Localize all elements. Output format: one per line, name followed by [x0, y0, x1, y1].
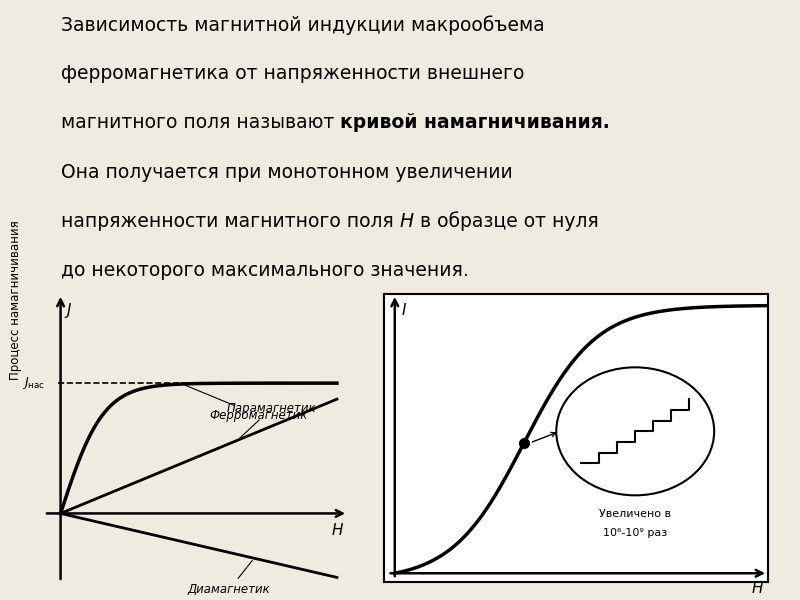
Text: магнитного поля называют: магнитного поля называют [61, 113, 341, 133]
Text: напряженности магнитного поля: напряженности магнитного поля [61, 212, 400, 231]
Text: ферромагнетика от напряженности внешнего: ферромагнетика от напряженности внешнего [61, 64, 525, 83]
Text: Зависимость магнитной индукции макрообъема: Зависимость магнитной индукции макрообъе… [61, 15, 545, 35]
Text: Ферромагнетик: Ферромагнетик [185, 385, 308, 422]
Text: до некоторого максимального значения.: до некоторого максимального значения. [61, 261, 469, 280]
Text: H: H [331, 523, 342, 538]
Text: I: I [401, 303, 406, 318]
Text: кривой намагничивания.: кривой намагничивания. [341, 113, 610, 133]
Text: H: H [751, 581, 763, 596]
Text: H: H [400, 212, 414, 231]
Text: $J_\mathregular{нас}$: $J_\mathregular{нас}$ [22, 375, 45, 391]
Text: Увеличено в: Увеличено в [599, 509, 671, 519]
Text: в образце от нуля: в образце от нуля [414, 212, 599, 232]
Text: Процесс намагничивания: Процесс намагничивания [9, 220, 22, 380]
Text: Парамагнетик: Парамагнетик [226, 402, 316, 439]
Text: J: J [66, 303, 71, 318]
Text: 10⁶-10⁹ раз: 10⁶-10⁹ раз [603, 528, 667, 538]
Text: Она получается при монотонном увеличении: Она получается при монотонном увеличении [61, 163, 513, 182]
Text: Диамагнетик: Диамагнетик [188, 560, 270, 596]
